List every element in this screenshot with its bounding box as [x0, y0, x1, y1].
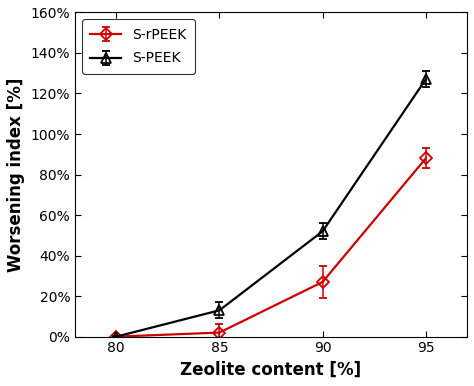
- Legend: S-rPEEK, S-PEEK: S-rPEEK, S-PEEK: [82, 19, 194, 74]
- X-axis label: Zeolite content [%]: Zeolite content [%]: [181, 361, 362, 379]
- Y-axis label: Worsening index [%]: Worsening index [%]: [7, 77, 25, 272]
